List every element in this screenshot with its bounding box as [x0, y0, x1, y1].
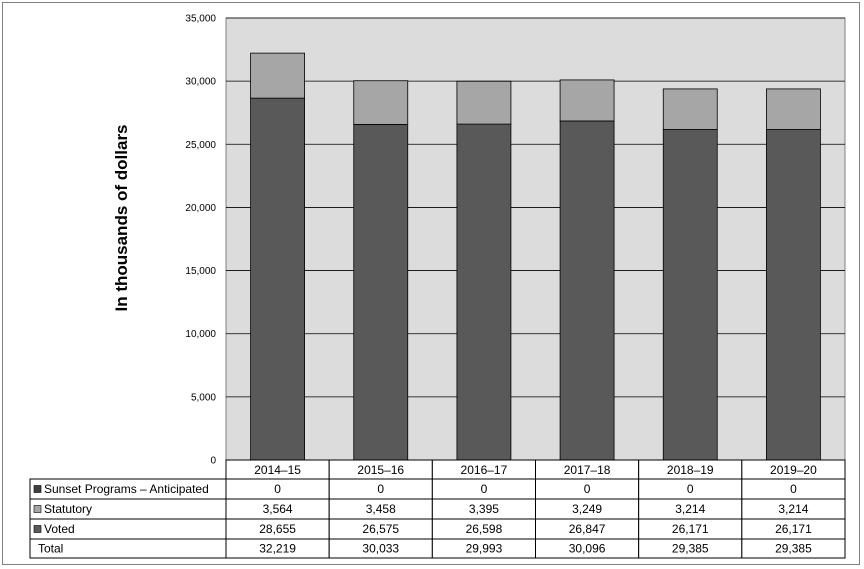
table-cell-value: 3,214 — [675, 502, 705, 516]
y-tick-label: 10,000 — [185, 329, 216, 340]
legend-marker — [33, 505, 42, 513]
category-label: 2019–20 — [770, 463, 817, 477]
category-label: 2017–18 — [564, 463, 611, 477]
table-cell-value: 32,219 — [259, 542, 296, 556]
bar-statutory — [662, 88, 718, 130]
y-tick-label: 20,000 — [185, 203, 216, 214]
table-row-label: Statutory — [44, 502, 92, 516]
table-cell-value: 30,033 — [362, 542, 399, 556]
table-cell-value: 26,575 — [362, 522, 399, 536]
bar-voted — [766, 129, 821, 461]
table-row-label: Total — [38, 542, 63, 556]
table-cell-value: 0 — [481, 482, 488, 496]
table-cell-value: 3,395 — [469, 502, 499, 516]
bar-voted — [456, 123, 512, 461]
bar-voted — [250, 97, 305, 461]
table-cell-value: 3,564 — [263, 502, 293, 516]
y-tick-label: 15,000 — [185, 266, 216, 277]
table-cell-value: 0 — [790, 482, 797, 496]
table-cell-value: 29,385 — [775, 542, 812, 556]
bar-statutory — [456, 80, 512, 125]
y-axis-label: In thousands of dollars — [112, 124, 131, 311]
table-cell-value: 29,993 — [466, 542, 503, 556]
table-cell-value: 26,171 — [672, 522, 709, 536]
bar-statutory — [250, 52, 305, 99]
table-cell-value: 29,385 — [672, 542, 709, 556]
table-cell-value: 0 — [584, 482, 591, 496]
table-cell-value: 3,458 — [366, 502, 396, 516]
table-cell-value: 3,214 — [778, 502, 808, 516]
table-cell-value: 26,171 — [775, 522, 812, 536]
bar-voted — [353, 123, 409, 461]
bar-voted — [559, 120, 615, 461]
table-cell-value: 0 — [687, 482, 694, 496]
table-cell-value: 3,249 — [572, 502, 602, 516]
plot-area — [225, 17, 846, 461]
y-tick-label: 5,000 — [191, 392, 216, 403]
legend-marker — [33, 525, 42, 533]
table-cell-value: 28,655 — [259, 522, 296, 536]
table-cell — [741, 538, 846, 559]
y-tick-label: 25,000 — [185, 140, 216, 151]
bar-voted — [662, 129, 718, 461]
category-label: 2018–19 — [667, 463, 714, 477]
table-cell-value: 26,598 — [466, 522, 503, 536]
y-tick-label: 30,000 — [185, 77, 216, 88]
bar-statutory — [766, 88, 821, 130]
table-cell-value: 0 — [377, 482, 384, 496]
category-label: 2015–16 — [357, 463, 404, 477]
table-cell-value: 30,096 — [569, 542, 606, 556]
table-cell-value: 0 — [274, 482, 281, 496]
bar-statutory — [353, 80, 409, 125]
legend-marker — [33, 485, 42, 493]
category-label: 2014–15 — [254, 463, 301, 477]
y-tick-label: 0 — [210, 456, 216, 467]
y-tick-label: 35,000 — [185, 14, 216, 25]
bar-statutory — [559, 79, 615, 122]
table-cell-value: 26,847 — [569, 522, 606, 536]
category-label: 2016–17 — [461, 463, 508, 477]
table-row-label: Voted — [44, 522, 75, 536]
table-row-label: Sunset Programs – Anticipated — [44, 482, 209, 496]
